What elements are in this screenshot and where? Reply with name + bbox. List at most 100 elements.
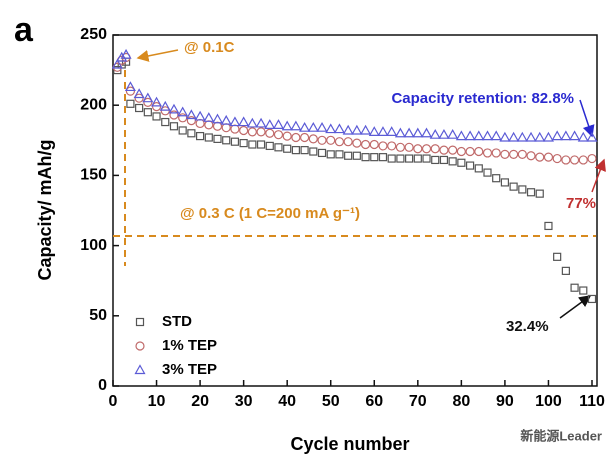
- annotation: Capacity retention: 82.8%: [391, 90, 574, 107]
- marker-square: [239, 139, 248, 148]
- marker-circle: [587, 153, 597, 164]
- marker-circle: [352, 138, 362, 148]
- arrow: [579, 99, 595, 138]
- marker-square: [448, 157, 457, 166]
- marker-circle: [509, 149, 519, 159]
- marker-triangle: [569, 130, 581, 141]
- marker-square: [526, 188, 536, 197]
- marker-triangle: [168, 103, 180, 114]
- marker-square: [370, 153, 379, 162]
- marker-square: [143, 108, 152, 117]
- marker-triangle: [116, 51, 128, 62]
- marker-triangle: [272, 119, 284, 129]
- marker-square: [378, 153, 388, 162]
- x-tick-label: 20: [191, 393, 209, 410]
- marker-square: [274, 143, 283, 152]
- marker-circle: [360, 139, 371, 150]
- marker-square: [326, 150, 335, 159]
- marker-triangle: [133, 88, 145, 99]
- marker-square: [256, 140, 266, 149]
- marker-square: [579, 286, 588, 295]
- x-axis-label: Cycle number: [290, 434, 409, 454]
- marker-circle: [265, 128, 275, 138]
- marker-triangle: [586, 131, 598, 142]
- marker-circle: [430, 144, 440, 154]
- marker-triangle: [203, 112, 215, 122]
- marker-triangle: [316, 121, 328, 132]
- arrow: [136, 49, 179, 62]
- marker-circle: [456, 146, 466, 157]
- marker-circle: [317, 135, 327, 145]
- marker-circle: [256, 127, 266, 137]
- arrow: [591, 158, 606, 193]
- marker-circle: [204, 120, 214, 130]
- marker-triangle: [290, 120, 302, 131]
- x-tick-label: 70: [409, 393, 427, 410]
- x-tick-label: 60: [365, 393, 383, 410]
- y-tick-label: 100: [80, 237, 107, 254]
- marker-square: [465, 161, 475, 170]
- x-tick-label: 0: [109, 393, 118, 410]
- legend-label: 1% TEP: [162, 337, 217, 354]
- marker-triangle: [490, 130, 502, 141]
- marker-triangle: [508, 131, 520, 142]
- marker-circle: [561, 155, 571, 165]
- y-tick-label: 50: [89, 307, 107, 324]
- x-tick-label: 30: [235, 393, 253, 410]
- plot-frame: [112, 34, 598, 387]
- marker-circle: [578, 155, 588, 165]
- marker-circle: [239, 125, 249, 136]
- marker-triangle: [211, 113, 224, 124]
- marker-triangle: [281, 120, 293, 131]
- annotation: @ 0.1C: [184, 39, 235, 56]
- marker-circle: [474, 146, 484, 157]
- marker-circle: [395, 142, 405, 152]
- marker-triangle: [421, 127, 433, 138]
- marker-square: [405, 154, 414, 163]
- marker-triangle: [342, 124, 354, 135]
- marker-triangle: [238, 116, 250, 127]
- x-tick-label: 90: [496, 393, 514, 410]
- marker-triangle: [542, 131, 554, 142]
- marker-triangle: [394, 127, 406, 138]
- marker-triangle: [325, 123, 337, 134]
- marker-triangle: [124, 81, 136, 92]
- x-tick-label: 80: [452, 393, 470, 410]
- marker-square: [387, 154, 396, 163]
- marker-square: [439, 155, 449, 165]
- marker-circle: [482, 148, 493, 158]
- marker-square: [422, 154, 431, 163]
- marker-circle: [230, 124, 240, 134]
- marker-square: [587, 294, 597, 304]
- marker-square: [230, 137, 240, 146]
- marker-triangle: [120, 48, 132, 59]
- marker-square: [169, 122, 179, 131]
- marker-square: [335, 150, 344, 159]
- marker-triangle: [525, 131, 537, 142]
- marker-triangle: [577, 131, 589, 142]
- marker-circle: [300, 132, 310, 143]
- marker-triangle: [464, 130, 476, 141]
- x-tick-label: 10: [148, 393, 166, 410]
- marker-square: [361, 153, 370, 162]
- x-tick-label: 50: [322, 393, 340, 410]
- marker-triangle: [403, 127, 415, 138]
- marker-square: [344, 151, 353, 160]
- marker-circle: [404, 142, 414, 152]
- arrow: [559, 295, 592, 319]
- marker-circle: [439, 145, 449, 155]
- marker-circle: [526, 151, 536, 161]
- marker-circle: [500, 149, 510, 159]
- marker-triangle: [142, 92, 154, 103]
- marker-square: [474, 164, 483, 173]
- marker-circle: [378, 141, 388, 151]
- marker-triangle: [264, 119, 276, 129]
- marker-triangle: [255, 117, 267, 128]
- marker-triangle: [481, 130, 494, 141]
- marker-triangle: [499, 131, 511, 142]
- marker-square: [161, 117, 170, 127]
- marker-circle: [186, 116, 196, 126]
- marker-square: [457, 158, 466, 167]
- marker-square: [291, 146, 300, 155]
